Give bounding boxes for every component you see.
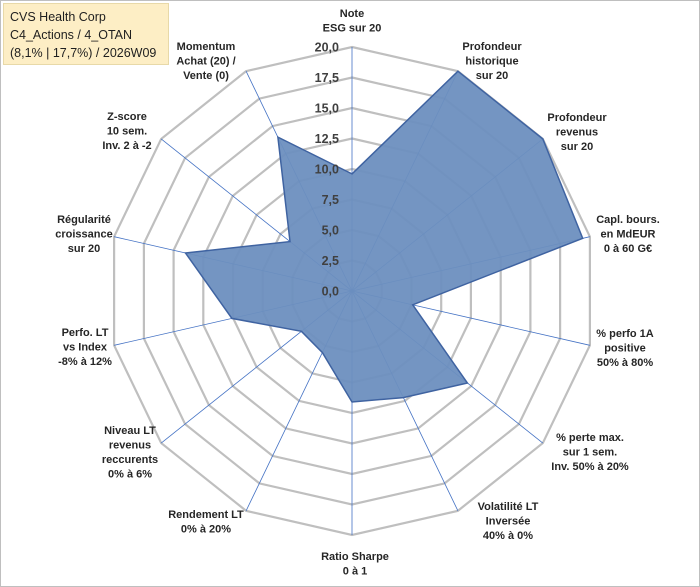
tick-label: 10,0 (315, 163, 339, 177)
axis-label-line: historique (465, 56, 518, 68)
tick-label: 17,5 (315, 71, 339, 85)
axis-label-line: reccurents (102, 454, 158, 466)
axis-label-line: Inv. 50% à 20% (551, 461, 629, 473)
title-category: C4_Actions / 4_OTAN (10, 28, 133, 42)
tick-label: 20,0 (315, 41, 339, 55)
axis-label-line: Vente (0) (183, 70, 229, 82)
axis-label-line: ESG sur 20 (323, 23, 382, 35)
axis-label: Capl. bours. en MdEUR 0 à 60 G€ (596, 214, 660, 255)
title-company: CVS Health Corp (10, 10, 106, 24)
series-area (184, 70, 584, 403)
axis-label-line: % perfo 1A (596, 328, 654, 340)
axis-label-line: sur 20 (476, 70, 508, 82)
axis-label-line: -8% à 12% (58, 356, 112, 368)
axis-label: Niveau LT revenus reccurents 0% à 6% (102, 425, 158, 481)
axis-label-line: sur 1 sem. (563, 447, 617, 459)
axis-label-line: vs Index (63, 342, 108, 354)
axis-label-line: 0% à 20% (181, 524, 231, 536)
axis-label-line: revenus (556, 127, 598, 139)
axis-label-line: revenus (109, 440, 151, 452)
axis-label: Momentum Achat (20) / Vente (0) (176, 41, 235, 82)
label-layer: Note ESG sur 20 Profondeur historique sur 20… (55, 8, 660, 578)
axis-label-line: 50% à 80% (597, 357, 653, 369)
axis-label: % perfo 1A positive 50% à 80% (596, 328, 654, 369)
axis-label-line: sur 20 (68, 243, 100, 255)
axis-label-line: Ratio Sharpe (321, 551, 389, 563)
axis-label-line: Momentum (177, 41, 236, 53)
axis-label: Note ESG sur 20 (323, 8, 382, 35)
axis-label-line: Régularité (57, 214, 111, 226)
axis-label-line: Volatilité LT (478, 501, 539, 513)
axis-label-line: Inversée (486, 516, 531, 528)
axis-label: Profondeur historique sur 20 (462, 41, 522, 82)
axis-label-line: Profondeur (547, 112, 607, 124)
axis-label-line: 10 sem. (107, 126, 147, 138)
axis-label-line: 0% à 6% (108, 469, 152, 481)
axis-label-line: Profondeur (462, 41, 522, 53)
axis-label: Rendement LT 0% à 20% (168, 509, 244, 536)
axis-label-line: positive (604, 343, 646, 355)
axis-label-line: Perfo. LT (62, 327, 109, 339)
axis-label-line: 0 à 60 G€ (604, 243, 652, 255)
axis-label-line: en MdEUR (601, 229, 656, 241)
axis-label: Volatilité LT Inversée 40% à 0% (478, 501, 539, 542)
tick-label: 2,5 (322, 254, 339, 268)
axis-label: Ratio Sharpe 0 à 1 (321, 551, 389, 578)
title-stats: (8,1% | 17,7%) / 2026W09 (10, 46, 157, 60)
axis-label: % perte max. sur 1 sem. Inv. 50% à 20% (551, 432, 629, 473)
axis-label: Profondeur revenus sur 20 (547, 112, 607, 153)
axis-label: Perfo. LT vs Index -8% à 12% (58, 327, 112, 368)
tick-layer: 0,0 2,5 5,0 7,5 10,0 12,5 15,0 17,5 20,0 (315, 41, 339, 299)
axis-label-line: Rendement LT (168, 509, 244, 521)
series-layer (184, 70, 584, 403)
tick-label: 0,0 (322, 285, 339, 299)
tick-label: 15,0 (315, 102, 339, 116)
axis-label-line: Inv. 2 à -2 (102, 140, 151, 152)
tick-label: 12,5 (315, 132, 339, 146)
title-box: CVS Health Corp C4_Actions / 4_OTAN (8,1… (3, 3, 169, 65)
axis-label-line: Z-score (107, 111, 147, 123)
axis-label-line: Achat (20) / (176, 56, 235, 68)
axis-label-line: % perte max. (556, 432, 624, 444)
axis-label-line: croissance (55, 229, 112, 241)
axis-label-line: Niveau LT (104, 425, 156, 437)
axis-label: Z-score 10 sem. Inv. 2 à -2 (102, 111, 151, 152)
tick-label: 7,5 (322, 193, 339, 207)
axis-label-line: sur 20 (561, 141, 593, 153)
axis-label-line: 40% à 0% (483, 530, 533, 542)
axis-label: Régularité croissance sur 20 (55, 214, 112, 255)
tick-label: 5,0 (322, 224, 339, 238)
axis-label-line: Capl. bours. (596, 214, 660, 226)
axis-label-line: Note (340, 8, 364, 20)
axis-label-line: 0 à 1 (343, 566, 367, 578)
